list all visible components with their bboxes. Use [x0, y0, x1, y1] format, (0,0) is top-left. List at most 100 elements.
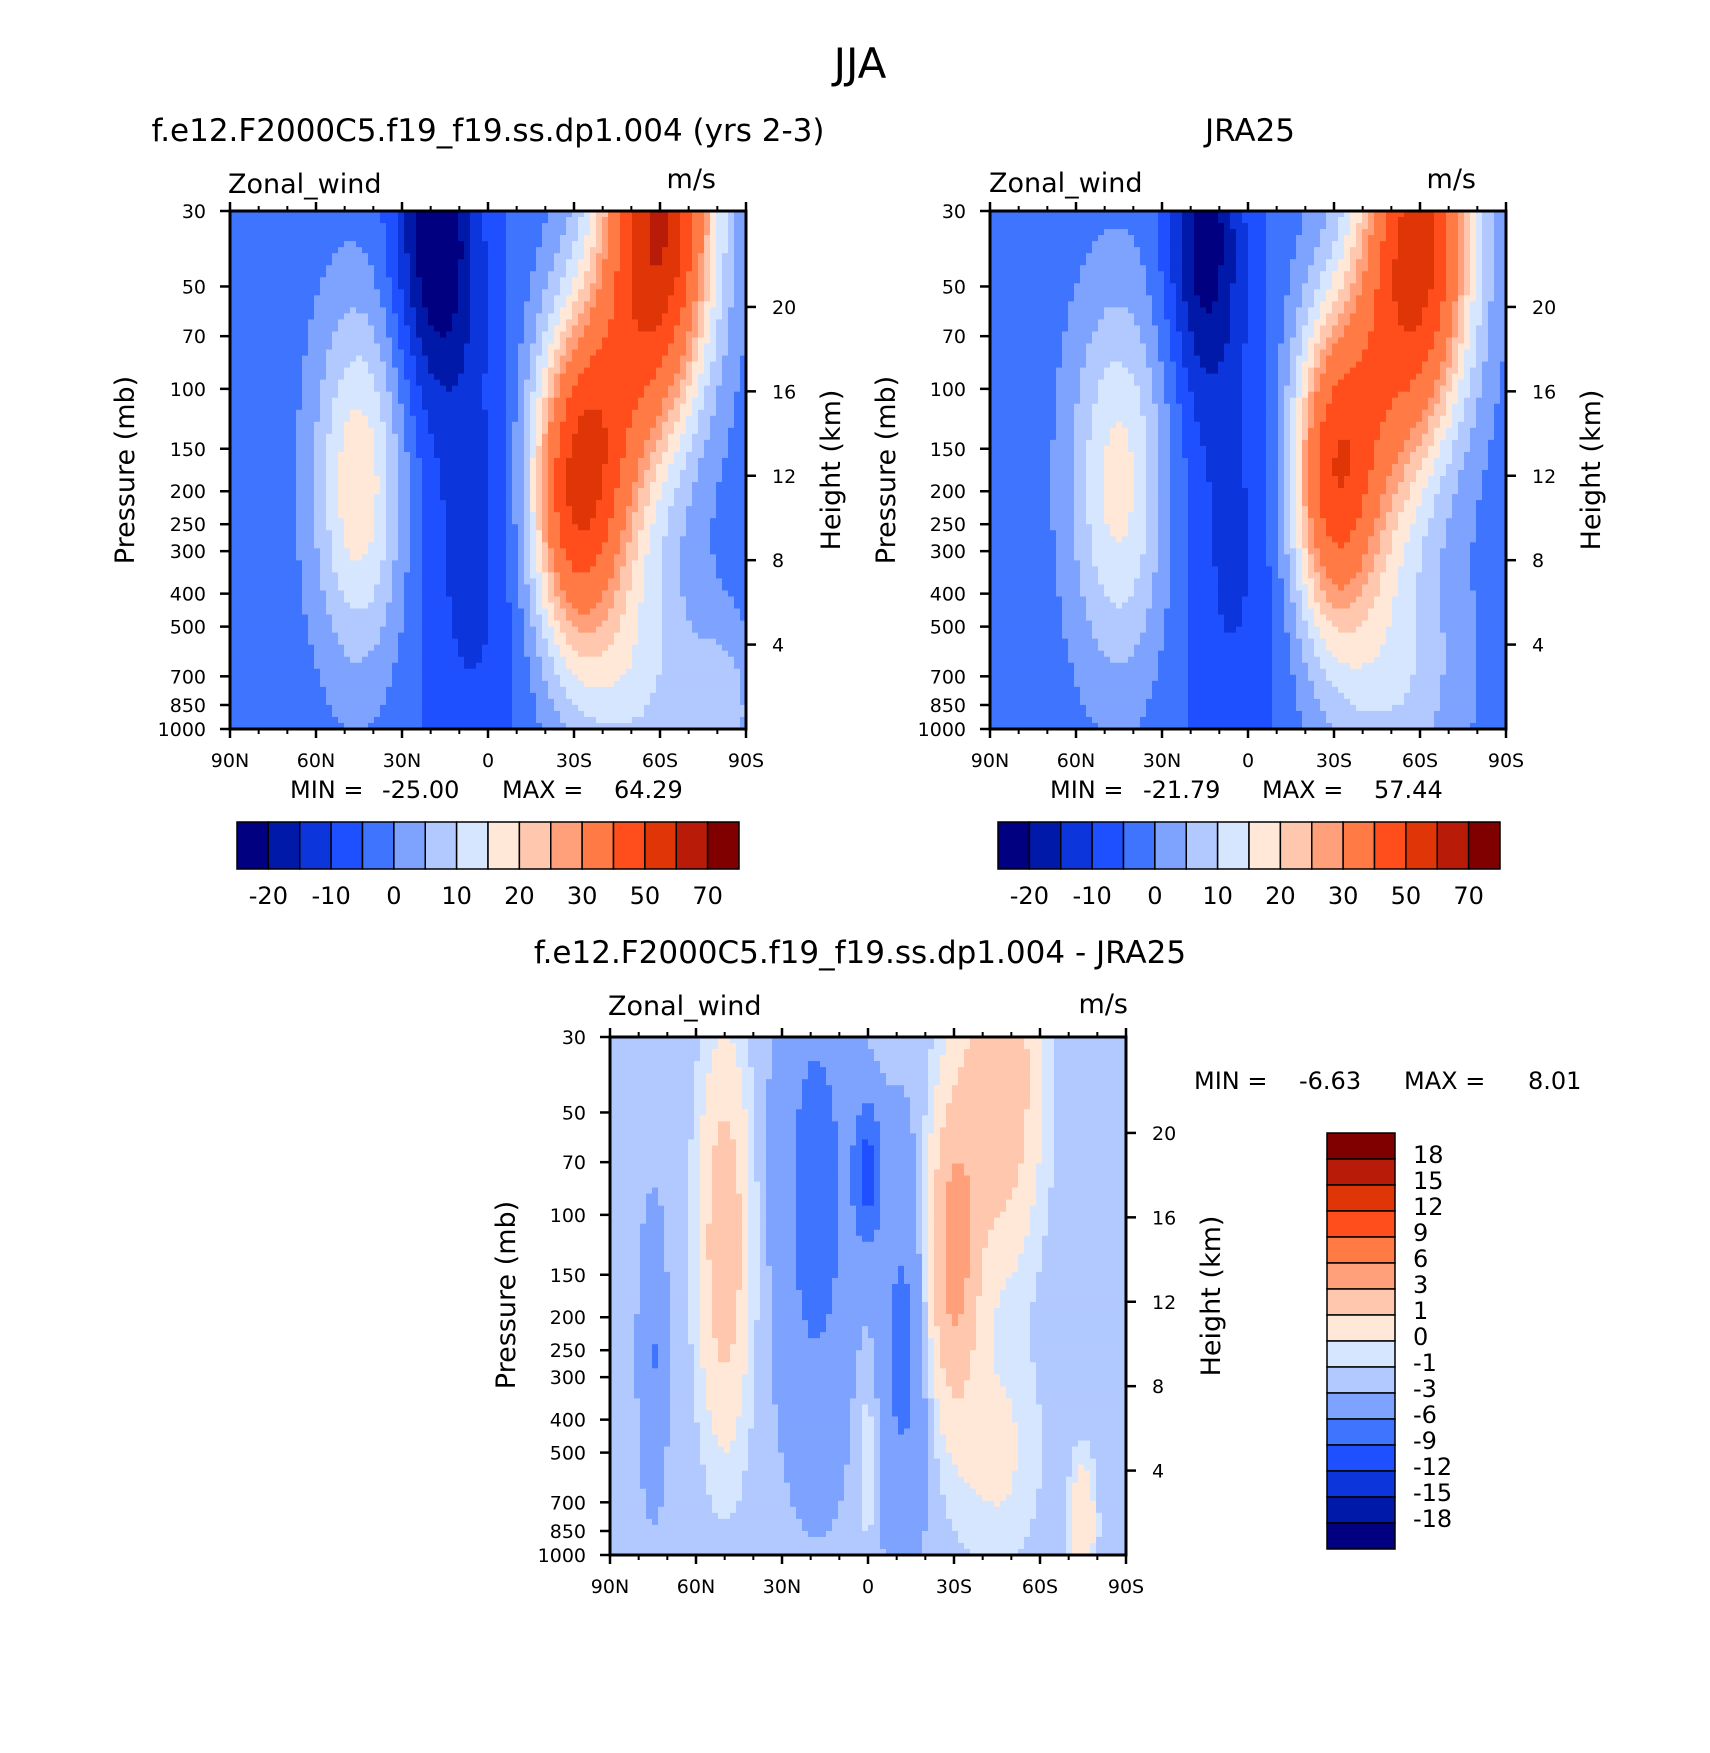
contour-cell: [518, 343, 531, 351]
contour-cell: [1182, 421, 1201, 429]
contour-cell: [584, 710, 645, 718]
contour-cell: [674, 427, 687, 435]
contour-cell: [1182, 403, 1195, 411]
contour-cell: [1146, 548, 1159, 555]
contour-cell: [662, 494, 675, 501]
contour-cell: [524, 542, 531, 549]
contour-cell: [1042, 1109, 1055, 1116]
contour-cell: [1056, 421, 1075, 429]
contour-cell: [488, 536, 507, 543]
contour-cell: [1182, 271, 1195, 278]
contour-cell: [662, 355, 681, 363]
contour-cell: [230, 644, 315, 652]
contour-cell: [1332, 680, 1411, 688]
contour-cell: [584, 680, 615, 688]
contour-cell: [314, 530, 333, 537]
contour-cell: [1068, 313, 1105, 321]
contour-cell: [1248, 530, 1267, 537]
y2-tick-label: 8: [772, 550, 784, 572]
contour-cell: [1206, 451, 1243, 459]
contour-cell: [314, 500, 327, 507]
contour-cell: [710, 379, 723, 387]
contour-cell: [1494, 415, 1507, 423]
contour-cell: [1302, 596, 1309, 604]
contour-cell: [536, 716, 561, 724]
contour-cell: [1042, 1097, 1055, 1104]
contour-cell: [1042, 1127, 1055, 1134]
contour-cell: [392, 409, 405, 417]
contour-cell: [554, 463, 567, 471]
contour-cell: [716, 271, 723, 278]
contour-cell: [602, 259, 621, 266]
contour-cell: [1230, 337, 1249, 345]
contour-cell: [620, 626, 639, 634]
contour-cell: [560, 421, 579, 429]
contour-cell: [1074, 476, 1087, 483]
contour-cell: [1308, 494, 1321, 501]
contour-cell: [990, 367, 1057, 375]
contour-cell: [392, 674, 423, 682]
contour-cell: [704, 211, 711, 218]
contour-cell: [766, 1145, 797, 1153]
colorbar-label: -10: [1073, 882, 1112, 910]
contour-cell: [554, 265, 567, 272]
contour-cell: [422, 277, 459, 284]
contour-cell: [392, 584, 405, 592]
contour-cell: [488, 512, 507, 519]
contour-cell: [314, 295, 381, 302]
contour-cell: [1404, 211, 1435, 218]
contour-cell: [380, 638, 399, 646]
contour-cell: [1056, 554, 1075, 561]
contour-cell: [422, 385, 447, 393]
contour-cell: [398, 247, 405, 254]
contour-cell: [698, 265, 705, 272]
contour-cell: [1042, 1055, 1055, 1062]
contour-cell: [326, 265, 375, 272]
contour-cell: [326, 602, 351, 610]
panel-obs-max-label: MAX =: [1262, 776, 1343, 804]
contour-cell: [1278, 367, 1291, 375]
contour-cell: [1446, 337, 1453, 345]
contour-cell: [506, 518, 513, 525]
contour-cell: [910, 1121, 923, 1128]
contour-cell: [368, 319, 387, 327]
contour-cell: [1302, 211, 1327, 218]
contour-cell: [380, 295, 393, 302]
contour-cell: [530, 548, 537, 555]
contour-cell: [1302, 301, 1315, 308]
contour-cell: [470, 307, 489, 314]
contour-cell: [1236, 277, 1249, 284]
contour-cell: [344, 524, 375, 531]
contour-cell: [560, 331, 573, 339]
contour-cell: [458, 295, 471, 302]
contour-cell: [398, 283, 411, 290]
contour-cell: [524, 301, 543, 308]
contour-cell: [1446, 349, 1453, 357]
contour-cell: [850, 1187, 863, 1195]
contour-cell: [1476, 403, 1495, 411]
colorbar-label: 30: [567, 882, 598, 910]
contour-cell: [1290, 265, 1309, 272]
contour-cell: [1356, 518, 1375, 525]
contour-cell: [1242, 427, 1267, 435]
contour-cell: [536, 626, 543, 634]
contour-cell: [1188, 457, 1207, 465]
contour-cell: [302, 572, 321, 580]
contour-cell: [596, 223, 603, 230]
contour-cell: [1284, 578, 1291, 586]
contour-cell: [314, 457, 327, 465]
contour-cell: [1338, 295, 1351, 302]
contour-cell: [638, 542, 651, 549]
contour-cell: [1266, 397, 1279, 405]
contour-cell: [1284, 463, 1291, 471]
contour-cell: [1146, 289, 1165, 296]
contour-cell: [680, 313, 693, 321]
contour-cell: [602, 542, 621, 549]
contour-cell: [1476, 271, 1483, 278]
contour-cell: [736, 1043, 749, 1050]
contour-cell: [904, 1091, 929, 1098]
contour-cell: [566, 217, 579, 224]
contour-cell: [530, 614, 543, 622]
colorbar-swatch: [550, 821, 583, 870]
y2-tick-label: 16: [1532, 381, 1556, 403]
